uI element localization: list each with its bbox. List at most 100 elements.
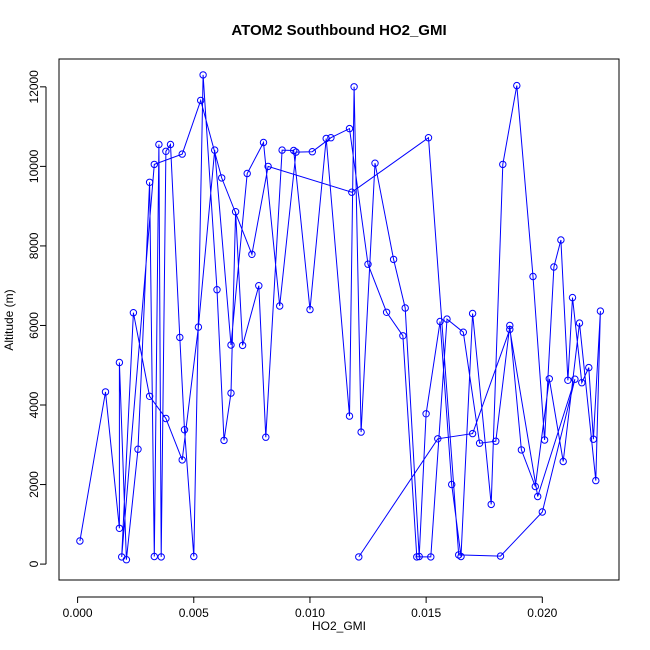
data-point	[322, 134, 330, 143]
data-point	[197, 96, 205, 105]
y-tick-label: 2000	[27, 471, 41, 498]
data-point	[345, 412, 354, 420]
data-point	[162, 414, 170, 423]
data-point	[145, 178, 154, 187]
x-tick-label: 0.020	[527, 606, 557, 620]
x-tick-label: 0.015	[411, 606, 441, 620]
data-point	[101, 388, 110, 396]
data-point	[468, 429, 477, 438]
data-point	[176, 333, 184, 342]
y-tick-label: 4000	[27, 391, 41, 418]
data-point	[178, 150, 186, 158]
data-point	[166, 140, 175, 149]
data-point	[457, 552, 465, 561]
data-point	[276, 302, 284, 310]
data-point	[306, 305, 314, 314]
data-point	[199, 71, 207, 79]
data-point	[459, 328, 467, 336]
data-point	[538, 508, 546, 516]
data-point	[211, 146, 219, 154]
data-point	[496, 552, 505, 560]
data-point	[382, 308, 391, 316]
data-point	[150, 160, 159, 169]
x-axis: 0.000 0.005 0.010 0.015 0.020	[63, 596, 558, 620]
data-point	[115, 358, 124, 367]
data-point	[550, 263, 558, 271]
x-tick-label: 0.005	[179, 606, 209, 620]
data-point	[475, 439, 484, 447]
y-tick-label: 10000	[27, 149, 41, 183]
data-point	[455, 551, 463, 559]
data-point	[227, 389, 235, 397]
x-axis-label: HO2_GMI	[312, 619, 366, 633]
data-point	[434, 435, 442, 443]
data-point	[399, 332, 407, 340]
data-point	[357, 428, 365, 436]
data-point	[592, 476, 600, 485]
data-point	[243, 169, 251, 178]
data-point	[150, 552, 159, 561]
plot-frame	[58, 58, 620, 581]
data-point	[596, 307, 605, 315]
series-line	[79, 74, 601, 560]
data-point	[292, 148, 300, 156]
y-axis-label: Altitude (m)	[2, 289, 16, 350]
data-point	[506, 325, 514, 334]
data-point	[145, 392, 154, 400]
data-point	[190, 552, 198, 561]
data-point	[155, 140, 163, 149]
data-point	[327, 134, 335, 142]
data-point	[345, 124, 354, 133]
data-point	[278, 146, 286, 154]
data-point	[513, 81, 521, 90]
y-tick-label: 8000	[27, 232, 41, 259]
data-point	[178, 456, 186, 464]
data-point	[262, 433, 270, 441]
data-point	[499, 160, 507, 169]
data-point	[564, 376, 572, 384]
data-point	[350, 83, 358, 91]
data-point	[213, 286, 221, 294]
x-tick-label: 0.010	[295, 606, 325, 620]
data-point	[559, 457, 567, 466]
data-point	[557, 236, 565, 244]
data-point	[401, 304, 409, 312]
chart-title: ATOM2 Southbound HO2_GMI	[231, 22, 446, 39]
data-point	[348, 188, 356, 196]
data-point	[162, 147, 170, 156]
data-point	[585, 363, 593, 372]
data-point	[220, 436, 228, 445]
data-point	[436, 317, 444, 326]
data-point	[389, 255, 398, 264]
data-point	[264, 162, 272, 171]
y-tick-label: 0	[27, 560, 41, 567]
data-point	[218, 174, 226, 182]
data-point	[575, 319, 584, 327]
data-point	[534, 492, 542, 501]
data-point	[571, 375, 579, 383]
data-point	[578, 379, 586, 387]
data-point	[427, 553, 435, 561]
data-point	[227, 341, 235, 349]
data-point	[259, 138, 268, 147]
x-tick-label: 0.000	[63, 606, 93, 620]
data-point	[545, 375, 553, 383]
data-point	[443, 315, 451, 323]
data-point	[540, 436, 549, 444]
series-layer	[76, 71, 605, 564]
data-point	[180, 426, 189, 434]
data-point	[118, 553, 126, 561]
data-point	[589, 435, 598, 443]
data-point	[413, 553, 421, 561]
data-point	[529, 272, 537, 281]
data-point	[238, 341, 247, 350]
data-point	[492, 437, 500, 445]
data-point	[194, 323, 203, 331]
data-point	[231, 208, 240, 216]
data-point	[115, 524, 124, 532]
data-point	[531, 482, 539, 491]
data-point	[506, 321, 514, 330]
y-tick-label: 12000	[27, 70, 41, 104]
data-point	[371, 159, 379, 167]
y-tick-label: 6000	[27, 312, 41, 339]
